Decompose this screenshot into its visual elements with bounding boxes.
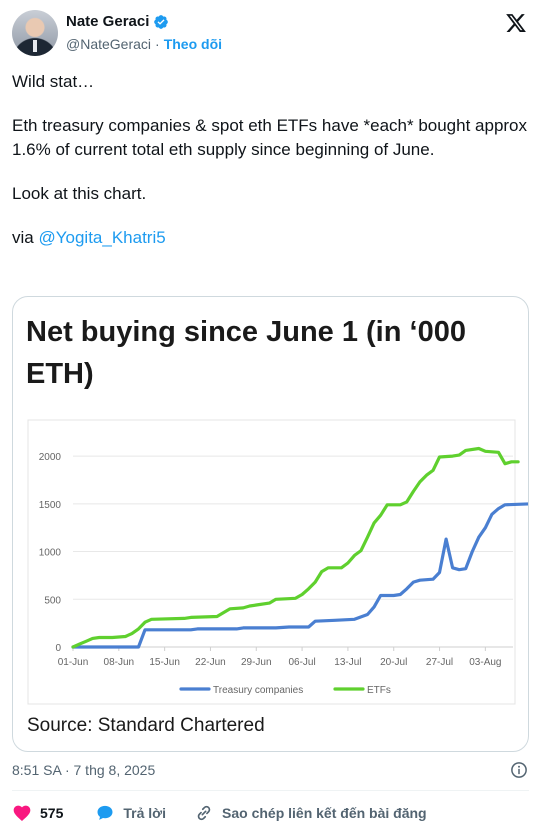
via-prefix: via	[12, 228, 39, 247]
author-name-row: Nate Geraci	[66, 13, 169, 30]
meta-dot: ·	[64, 762, 70, 778]
post-time: 8:51 SA	[12, 762, 62, 778]
chart-source: Source: Standard Chartered	[27, 715, 265, 736]
reply-label: Trả lời	[123, 805, 166, 821]
avatar[interactable]	[12, 10, 58, 56]
x-tick-label: 22-Jun	[195, 657, 226, 668]
action-bar: 575 Trả lời Sao chép liên kết đến bài đă…	[12, 800, 427, 826]
reply-button[interactable]: Trả lời	[95, 803, 194, 823]
y-tick-label: 0	[55, 643, 61, 654]
heart-icon	[13, 805, 31, 821]
line-chart: 0 500 1000 1500 2000 01-Jun 08-Jun 15-Jun 22-Jun…	[27, 419, 528, 705]
via-line: via @Yogita_Khatri5	[12, 226, 527, 250]
y-tick-label: 1500	[39, 500, 62, 511]
x-tick-label: 03-Aug	[469, 657, 501, 668]
timestamp[interactable]: 8:51 SA · 7 thg 8, 2025	[12, 762, 155, 778]
x-logo-icon[interactable]	[505, 12, 527, 34]
media-card[interactable]: 0 500 1000 1500 2000 01-Jun 08-Jun 15-Jun 22-Jun…	[12, 296, 529, 752]
x-tick-label: 06-Jul	[288, 657, 315, 668]
x-tick-label: 08-Jun	[104, 657, 135, 668]
link-icon	[197, 805, 211, 821]
x-tick-label: 27-Jul	[426, 657, 453, 668]
series-line-treasury-companies	[71, 502, 528, 649]
divider	[12, 790, 529, 791]
like-button[interactable]: 575	[12, 803, 95, 823]
y-tick-label: 500	[44, 595, 61, 606]
author-handle[interactable]: @NateGeraci	[66, 36, 152, 52]
verified-badge-icon	[154, 14, 169, 29]
follow-button[interactable]: Theo dõi	[163, 36, 223, 52]
legend-label: ETFs	[367, 685, 391, 696]
handle-row: @NateGeraci · Theo dõi	[66, 36, 222, 52]
y-tick-label: 2000	[39, 452, 62, 463]
x-tick-label: 15-Jun	[149, 657, 180, 668]
x-tick-label: 01-Jun	[58, 657, 89, 668]
chart-title: Net buying since June 1 (in ‘000 ETH)	[26, 316, 466, 390]
like-count: 575	[40, 805, 64, 821]
separator-dot: ·	[155, 36, 160, 52]
x-tick-label: 20-Jul	[380, 657, 407, 668]
mention-link[interactable]: @Yogita_Khatri5	[38, 228, 166, 247]
series-line-etfs	[71, 446, 520, 649]
tweet-line: Wild stat…	[12, 72, 95, 91]
x-tick-label: 29-Jun	[241, 657, 272, 668]
tweet-text: Wild stat… Eth treasury companies & spot…	[12, 70, 527, 250]
reply-bubble-icon	[97, 805, 113, 820]
y-tick-label: 1000	[39, 548, 62, 559]
copy-link-button[interactable]: Sao chép liên kết đến bài đăng	[194, 803, 427, 823]
tweet-line: Eth treasury companies & spot eth ETFs h…	[12, 116, 528, 159]
author-name[interactable]: Nate Geraci	[66, 13, 150, 30]
info-icon[interactable]	[510, 761, 528, 779]
copy-link-label: Sao chép liên kết đến bài đăng	[222, 805, 427, 821]
tweet-header: Nate Geraci @NateGeraci · Theo dõi	[12, 10, 529, 58]
x-tick-label: 13-Jul	[334, 657, 361, 668]
legend-label: Treasury companies	[213, 685, 303, 696]
tweet-line: Look at this chart.	[12, 184, 147, 203]
post-date: 7 thg 8, 2025	[73, 762, 156, 778]
